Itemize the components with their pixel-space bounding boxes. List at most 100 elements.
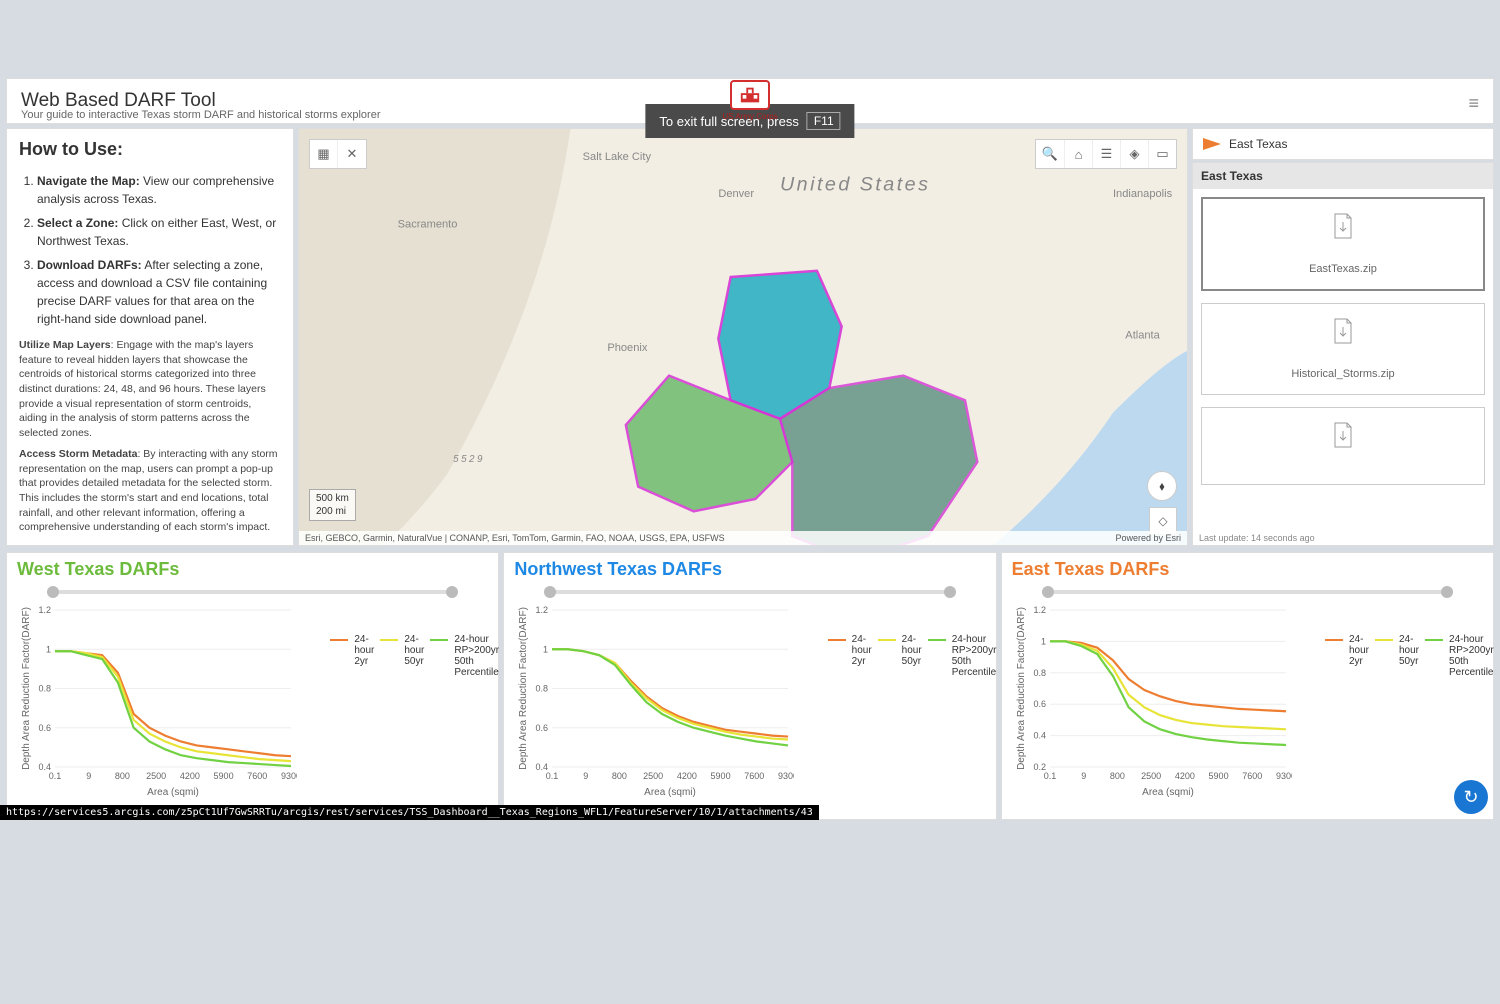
svg-text:5900: 5900 xyxy=(711,771,731,781)
svg-text:9: 9 xyxy=(86,771,91,781)
howto-heading: How to Use: xyxy=(19,139,281,160)
svg-text:9300: 9300 xyxy=(778,771,794,781)
svg-text:0.8: 0.8 xyxy=(38,684,51,694)
svg-text:4200: 4200 xyxy=(1174,771,1194,781)
howto-steps: Navigate the Map: View our comprehensive… xyxy=(37,172,281,328)
svg-text:0.1: 0.1 xyxy=(49,771,62,781)
downloads-panel: East Texas East Texas EastTexas.zip Hist… xyxy=(1192,128,1494,546)
svg-text:5529: 5529 xyxy=(453,454,485,465)
svg-text:800: 800 xyxy=(1110,771,1125,781)
svg-text:7600: 7600 xyxy=(1242,771,1262,781)
download-label: EastTexas.zip xyxy=(1309,263,1377,275)
svg-text:7600: 7600 xyxy=(247,771,267,781)
map-attribution: Esri, GEBCO, Garmin, NaturalVue | CONANP… xyxy=(299,531,1187,545)
chart-legend: 24-hour 2yr24-hour 50yr24-hour RP>200yr … xyxy=(828,634,978,708)
status-url: https://services5.arcgis.com/z5pCt1Uf7Gw… xyxy=(0,805,819,820)
svg-text:Area (sqmi): Area (sqmi) xyxy=(1142,787,1194,798)
howto-para-2: Access Storm Metadata: By interacting wi… xyxy=(19,447,281,535)
svg-text:800: 800 xyxy=(115,771,130,781)
download-card[interactable]: Historical_Storms.zip xyxy=(1201,303,1485,395)
download-card[interactable]: EastTexas.zip xyxy=(1201,197,1485,291)
layers-icon[interactable]: ◈ xyxy=(1120,140,1148,168)
download-icon xyxy=(1211,213,1475,245)
svg-text:Depth Area Reduction Factor(DA: Depth Area Reduction Factor(DARF) xyxy=(21,607,32,770)
menu-button[interactable]: ≡ xyxy=(1468,93,1479,114)
svg-text:5900: 5900 xyxy=(214,771,234,781)
chart-slider[interactable] xyxy=(47,586,458,598)
chart-title: Northwest Texas DARFs xyxy=(514,559,985,580)
svg-text:Depth Area Reduction Factor(DA: Depth Area Reduction Factor(DARF) xyxy=(1016,607,1027,770)
svg-text:4200: 4200 xyxy=(677,771,697,781)
chart-panel: Northwest Texas DARFs 0.40.60.811.20.198… xyxy=(503,552,996,820)
refresh-fab[interactable]: ↻ xyxy=(1454,780,1488,814)
svg-text:Area (sqmi): Area (sqmi) xyxy=(644,787,696,798)
svg-text:1.2: 1.2 xyxy=(1033,605,1046,615)
svg-text:1.2: 1.2 xyxy=(536,605,549,615)
chart-title: East Texas DARFs xyxy=(1012,559,1483,580)
download-card[interactable] xyxy=(1201,407,1485,485)
svg-text:Salt Lake City: Salt Lake City xyxy=(583,151,652,163)
svg-text:2500: 2500 xyxy=(146,771,166,781)
download-label: Historical_Storms.zip xyxy=(1291,368,1394,380)
svg-text:Depth Area Reduction Factor(DA: Depth Area Reduction Factor(DARF) xyxy=(518,607,529,770)
svg-text:Sacramento: Sacramento xyxy=(398,219,458,231)
chart-title: West Texas DARFs xyxy=(17,559,488,580)
svg-text:1: 1 xyxy=(46,644,51,654)
svg-text:9300: 9300 xyxy=(1276,771,1292,781)
svg-text:1: 1 xyxy=(543,644,548,654)
svg-text:0.1: 0.1 xyxy=(1043,771,1056,781)
svg-text:800: 800 xyxy=(612,771,627,781)
map-canvas[interactable]: United StatesSalt Lake CityDenverSacrame… xyxy=(299,129,1187,546)
map-tools-right: 🔍 ⌂ ☰ ◈ ▭ xyxy=(1035,139,1177,169)
svg-text:0.8: 0.8 xyxy=(536,684,549,694)
region-header: East Texas xyxy=(1192,128,1494,160)
svg-text:1.2: 1.2 xyxy=(38,605,51,615)
svg-text:Area (sqmi): Area (sqmi) xyxy=(147,787,199,798)
map-scale: 500 km200 mi xyxy=(309,489,356,521)
chart-slider[interactable] xyxy=(544,586,955,598)
home-icon[interactable]: ⌂ xyxy=(1064,140,1092,168)
svg-text:United States: United States xyxy=(780,174,930,196)
svg-text:2500: 2500 xyxy=(1141,771,1161,781)
svg-text:5900: 5900 xyxy=(1208,771,1228,781)
bookmarks-icon[interactable]: ▭ xyxy=(1148,140,1176,168)
svg-text:Atlanta: Atlanta xyxy=(1125,330,1160,342)
region-label: East Texas xyxy=(1229,137,1287,151)
chart-legend: 24-hour 2yr24-hour 50yr24-hour RP>200yr … xyxy=(330,634,480,708)
page-subtitle: Your guide to interactive Texas storm DA… xyxy=(21,109,381,121)
downloads-title: East Texas xyxy=(1193,163,1493,189)
svg-text:1: 1 xyxy=(1041,636,1046,646)
usace-logo xyxy=(730,80,770,110)
svg-text:9: 9 xyxy=(584,771,589,781)
svg-text:7600: 7600 xyxy=(745,771,765,781)
svg-text:0.1: 0.1 xyxy=(546,771,559,781)
svg-text:0.6: 0.6 xyxy=(536,723,549,733)
svg-text:2500: 2500 xyxy=(643,771,663,781)
svg-text:Indianapolis: Indianapolis xyxy=(1113,188,1173,200)
chart-panel: West Texas DARFs 0.40.60.811.20.19800250… xyxy=(6,552,499,820)
svg-text:0.6: 0.6 xyxy=(38,723,51,733)
chart-panel: East Texas DARFs 0.20.40.60.811.20.19800… xyxy=(1001,552,1494,820)
legend-icon[interactable]: ☰ xyxy=(1092,140,1120,168)
svg-text:0.8: 0.8 xyxy=(1033,668,1046,678)
svg-text:9300: 9300 xyxy=(281,771,297,781)
howto-para-1: Utilize Map Layers: Engage with the map'… xyxy=(19,338,281,441)
howto-panel: How to Use: Navigate the Map: View our c… xyxy=(6,128,294,546)
close-tool-button[interactable]: ✕ xyxy=(338,140,366,168)
chart-legend: 24-hour 2yr24-hour 50yr24-hour RP>200yr … xyxy=(1325,634,1475,708)
svg-text:0.4: 0.4 xyxy=(1033,731,1046,741)
basemap-button[interactable]: ▦ xyxy=(310,140,338,168)
map-tools-left: ▦ ✕ xyxy=(309,139,367,169)
svg-text:Phoenix: Phoenix xyxy=(607,342,647,354)
svg-text:4200: 4200 xyxy=(180,771,200,781)
last-update: Last update: 14 seconds ago xyxy=(1199,533,1315,543)
flag-icon xyxy=(1203,138,1221,150)
chart-slider[interactable] xyxy=(1042,586,1453,598)
logo-subtitle: US Army Corps xyxy=(722,112,777,121)
search-icon[interactable]: 🔍 xyxy=(1036,140,1064,168)
download-icon xyxy=(1210,318,1476,350)
compass-icon[interactable]: ⬧ xyxy=(1147,471,1177,501)
download-icon xyxy=(1210,422,1476,454)
svg-text:0.6: 0.6 xyxy=(1033,699,1046,709)
map-panel[interactable]: United StatesSalt Lake CityDenverSacrame… xyxy=(298,128,1188,546)
